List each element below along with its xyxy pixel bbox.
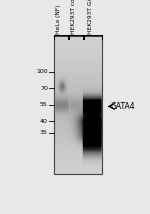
Text: 100: 100 [36, 69, 48, 74]
Text: 70: 70 [40, 86, 48, 91]
Text: GATA4: GATA4 [111, 102, 135, 111]
Text: HEK293T GATA4: HEK293T GATA4 [88, 0, 93, 34]
Text: HEK293T control: HEK293T control [71, 0, 76, 34]
Text: 40: 40 [40, 119, 48, 124]
Text: 55: 55 [40, 102, 48, 107]
Bar [54, 36, 102, 174]
Text: 35: 35 [40, 130, 48, 135]
Text: HeLa (NF): HeLa (NF) [56, 4, 61, 34]
